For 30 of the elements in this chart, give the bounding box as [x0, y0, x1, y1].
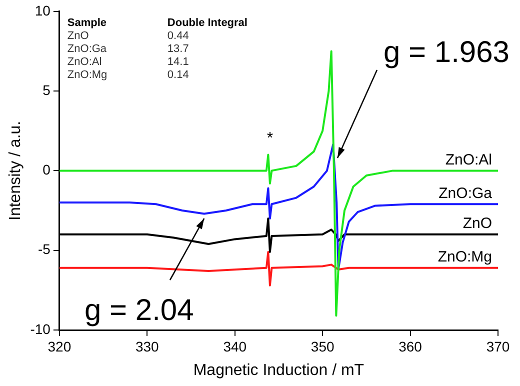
series-label: ZnO:Ga: [438, 184, 493, 202]
annotation: ZnO: [67, 30, 90, 44]
series-label: ZnO: [462, 215, 492, 232]
annotation: 0.44: [167, 30, 190, 44]
annotation: 13.7: [167, 43, 190, 56]
x-tick-label: 320: [48, 338, 72, 354]
annotation: ZnO:Al: [67, 56, 103, 70]
series-label: ZnO:Al: [445, 151, 492, 168]
y-axis-title: Intensity / a.u.: [7, 120, 24, 221]
annotation: Sample: [67, 17, 108, 30]
y-tick-label: 10: [34, 2, 51, 18]
y-tick-label: -10: [30, 320, 51, 337]
y-tick-label: -5: [38, 241, 51, 258]
annotation: Double Integral: [167, 17, 248, 30]
y-tick-label: 0: [42, 162, 51, 178]
annotation: g = 1.963: [384, 36, 510, 70]
x-axis-title: Magnetic Induction / mT: [193, 362, 364, 379]
x-tick-label: 360: [398, 338, 422, 354]
x-tick-label: 340: [223, 338, 247, 354]
annotation: ZnO:Mg: [67, 69, 108, 82]
annotation: ZnO:Ga: [67, 43, 108, 56]
x-tick-label: 350: [310, 338, 334, 354]
annotation: 14.1: [167, 56, 190, 70]
annotation: *: [266, 130, 274, 148]
x-tick-label: 370: [486, 338, 510, 354]
series-label: ZnO:Mg: [438, 248, 492, 266]
annotation: 0.14: [167, 69, 190, 82]
y-tick-label: 5: [42, 82, 51, 98]
annotation: g = 2.04: [84, 294, 194, 327]
x-tick-label: 330: [135, 338, 160, 354]
